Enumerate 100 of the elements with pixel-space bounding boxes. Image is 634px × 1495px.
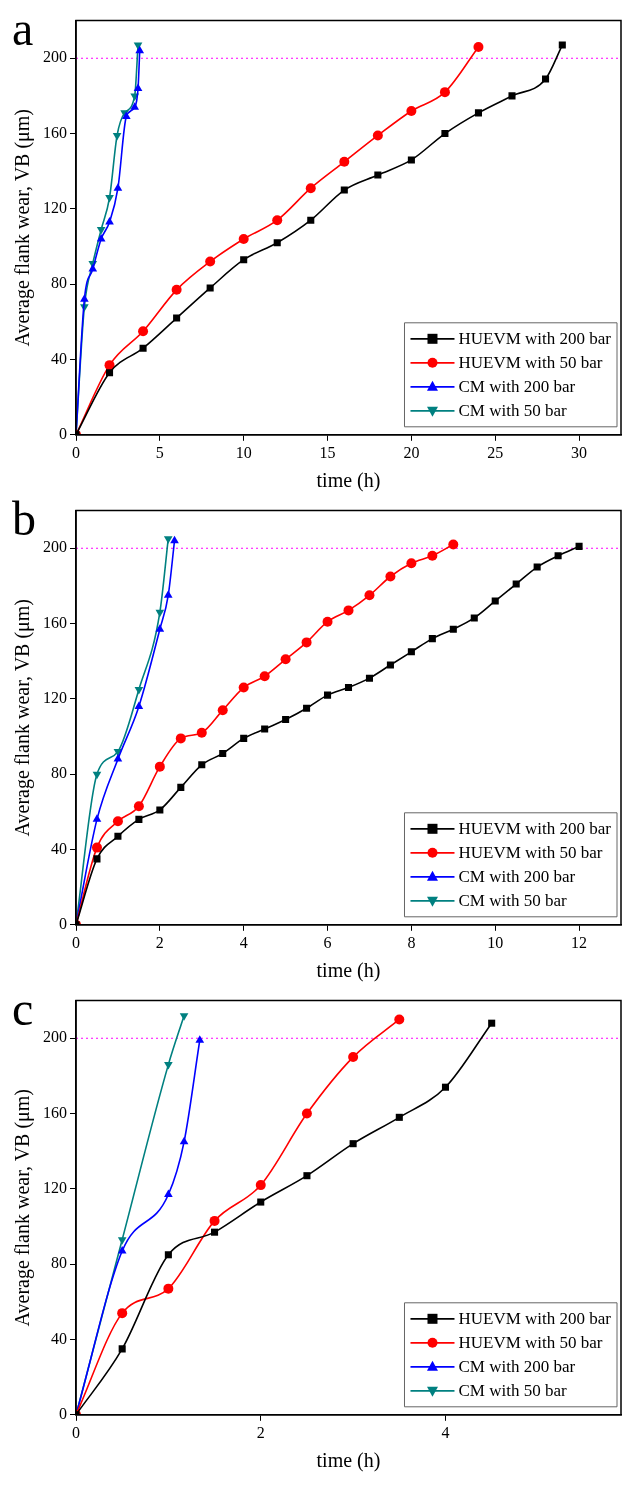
legend-label: CM with 50 bar: [458, 401, 567, 421]
y-tick-label: 0: [59, 915, 67, 932]
point: [139, 344, 147, 352]
point: [282, 716, 290, 724]
point: [112, 816, 123, 827]
point: [372, 130, 383, 141]
point: [448, 539, 459, 550]
y-tick-label: 40: [51, 839, 67, 857]
y-tick-label: 40: [51, 349, 67, 367]
chart-title: a: [12, 1, 34, 55]
point: [164, 1251, 172, 1259]
point: [155, 624, 165, 632]
point: [533, 563, 541, 571]
point: [238, 234, 249, 244]
legend-label: CM with 200 bar: [458, 377, 576, 397]
point: [474, 109, 482, 117]
point: [365, 674, 373, 682]
point: [114, 832, 122, 840]
y-tick-label: 80: [51, 1254, 67, 1272]
point: [374, 171, 382, 179]
point: [163, 536, 173, 544]
point: [96, 227, 106, 235]
x-axis-title: time (h): [316, 959, 381, 983]
point: [155, 609, 165, 618]
point: [303, 1172, 311, 1180]
point: [386, 661, 394, 669]
point: [261, 725, 269, 733]
legend-label: CM with 50 bar: [458, 1381, 567, 1401]
point: [324, 691, 332, 699]
point: [470, 614, 478, 622]
legend-label: CM with 200 bar: [458, 867, 576, 887]
y-tick-label: 120: [43, 199, 67, 217]
point: [273, 239, 281, 247]
x-tick-label: 0: [72, 1423, 80, 1441]
y-tick-label: 160: [43, 123, 67, 141]
point: [211, 1228, 219, 1236]
x-axis-title: time (h): [316, 1449, 381, 1473]
y-tick-label: 200: [43, 48, 67, 66]
point: [349, 1140, 357, 1148]
point: [407, 648, 415, 656]
x-tick-label: 6: [323, 933, 332, 951]
point: [473, 41, 484, 52]
point: [339, 156, 350, 167]
point: [364, 590, 375, 601]
legend-label: CM with 50 bar: [458, 891, 567, 911]
y-axis-title: Average flank wear, VB (μm): [11, 108, 35, 347]
point: [196, 727, 207, 738]
point: [113, 754, 123, 762]
x-tick-label: 12: [571, 933, 588, 951]
y-tick-label: 200: [43, 1028, 67, 1046]
point: [441, 1083, 450, 1091]
x-tick-label: 20: [403, 443, 420, 461]
point: [92, 814, 102, 822]
point: [449, 625, 457, 633]
point: [163, 1283, 174, 1294]
point: [407, 156, 415, 164]
point: [134, 701, 144, 709]
legend-label: HUEVM with 200 bar: [458, 1309, 612, 1329]
x-tick-label: 4: [239, 933, 248, 951]
y-tick-label: 120: [43, 1179, 67, 1197]
point: [164, 1062, 173, 1070]
point: [348, 1052, 359, 1063]
point: [512, 580, 520, 588]
legend-label: HUEVM with 200 bar: [458, 329, 612, 349]
point: [117, 1308, 128, 1319]
point: [209, 1215, 220, 1226]
point: [195, 1035, 205, 1043]
point: [508, 92, 516, 100]
point: [575, 542, 583, 550]
legend-label: HUEVM with 50 bar: [458, 353, 603, 373]
point: [406, 558, 417, 569]
chart-title: c: [12, 981, 34, 1035]
point: [91, 842, 102, 853]
y-axis-title: Average flank wear, VB (μm): [11, 598, 35, 837]
point: [238, 682, 249, 693]
y-axis-title: Average flank wear, VB (μm): [11, 1088, 35, 1327]
point: [163, 590, 173, 598]
point: [303, 704, 311, 712]
point: [105, 217, 114, 225]
x-tick-label: 15: [319, 443, 336, 461]
y-tick-label: 200: [43, 538, 67, 556]
point: [259, 671, 270, 682]
point: [80, 294, 89, 302]
x-tick-label: 30: [571, 443, 588, 461]
point: [130, 102, 140, 110]
y-tick-label: 40: [51, 1329, 67, 1347]
point: [301, 637, 312, 648]
x-tick-label: 10: [235, 443, 252, 461]
point: [395, 1113, 403, 1121]
legend-label: CM with 200 bar: [458, 1357, 576, 1377]
chart-title: b: [12, 491, 36, 545]
point: [198, 761, 206, 769]
point: [118, 1345, 126, 1353]
point: [441, 130, 449, 138]
legend-label: HUEVM with 50 bar: [458, 843, 603, 863]
point: [272, 215, 283, 226]
point: [217, 705, 228, 716]
point: [255, 1180, 266, 1191]
point: [177, 783, 185, 791]
point: [106, 369, 114, 377]
